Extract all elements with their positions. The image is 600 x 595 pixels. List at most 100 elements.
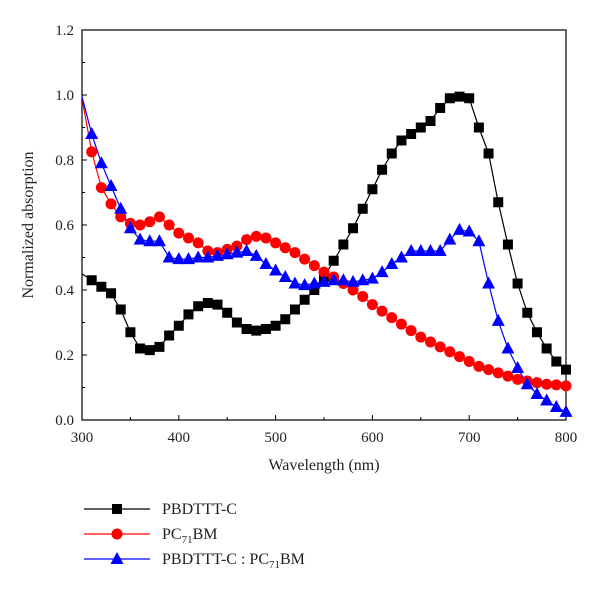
pbdttt-c-point xyxy=(338,239,349,250)
pbdttt-c-point xyxy=(512,278,523,289)
pbdttt-c-point xyxy=(154,341,165,352)
pbdttt-c-pc71bm-point xyxy=(181,252,195,265)
pbdttt-c-point xyxy=(299,294,310,305)
pc71bm-point xyxy=(541,378,553,390)
pbdttt-c-point xyxy=(425,116,436,126)
x-axis-label: Wavelength (nm) xyxy=(268,457,379,474)
pc71bm-point xyxy=(376,305,388,317)
pc71bm-point xyxy=(502,370,514,382)
pc71bm-point xyxy=(105,198,117,210)
pbdttt-c-pc71bm-point xyxy=(191,250,205,263)
pbdttt-c-point xyxy=(193,301,204,312)
pc71bm-point xyxy=(512,373,524,385)
pc71bm-point xyxy=(560,380,572,392)
pbdttt-c-pc71bm-point xyxy=(259,257,273,269)
x-tick-label: 300 xyxy=(71,430,94,446)
pc71bm-point xyxy=(241,234,253,246)
pbdttt-c-point xyxy=(386,148,397,159)
pbdttt-c-pc71bm-point xyxy=(307,276,321,289)
pc71bm-legend-label: PC71BM xyxy=(162,526,217,546)
pbdttt-c-pc71bm-point xyxy=(240,244,254,256)
pbdttt-c-pc71bm-point xyxy=(559,404,573,417)
y-tick-label: 0.2 xyxy=(55,348,74,364)
pbdttt-c-point xyxy=(144,345,155,356)
pbdttt-c-point xyxy=(396,135,407,146)
pbdttt-c-pc71bm-point xyxy=(491,313,505,326)
pbdttt-c-point xyxy=(348,223,359,234)
pbdttt-c-pc71bm-point xyxy=(327,273,341,286)
pbdttt-c-point xyxy=(173,320,184,331)
pbdttt-c-pc71bm-point xyxy=(278,270,292,282)
pc71bm-point xyxy=(173,227,185,239)
pbdttt-c-point xyxy=(260,324,271,334)
pc71bm-point xyxy=(444,346,456,358)
pc71bm-point xyxy=(250,230,262,242)
pbdttt-c-point xyxy=(367,184,378,195)
pbdttt-c-point xyxy=(406,129,417,139)
pbdttt-c-point xyxy=(309,285,320,295)
pbdttt-c-point xyxy=(183,309,194,320)
pbdttt-c-pc71bm-point xyxy=(85,127,99,139)
pbdttt-c-point xyxy=(231,317,242,328)
pbdttt-c-line xyxy=(82,95,566,371)
x-tick-label: 600 xyxy=(361,430,384,446)
pbdttt-c-pc71bm-point xyxy=(433,244,447,256)
pbdttt-c-point xyxy=(357,203,368,214)
pbdttt-c-point xyxy=(106,288,117,299)
pc71bm-point xyxy=(483,364,495,376)
pbdttt-c-point xyxy=(115,304,126,315)
y-axis-label: Normalized absorption xyxy=(20,151,37,298)
pbdttt-c-point xyxy=(493,197,504,208)
pbdttt-c-legend-label: PBDTTT-C xyxy=(162,501,237,518)
pbdttt-c-pc71bm-point xyxy=(104,179,118,191)
pbdttt-c-point xyxy=(502,239,513,250)
pbdttt-c-point xyxy=(328,255,339,266)
x-tick-label: 400 xyxy=(168,430,191,446)
pc71bm-point xyxy=(318,266,330,278)
pbdttt-c-pc71bm-point xyxy=(298,278,312,291)
pc71bm-point xyxy=(415,331,427,343)
pbdttt-c-point xyxy=(473,122,484,133)
pc71bm-point xyxy=(434,341,446,353)
pbdttt-c-pc71bm-point xyxy=(462,224,476,237)
pbdttt-c-pc71bm-point xyxy=(453,222,467,235)
pbdttt-c-pc71bm-point xyxy=(288,276,302,289)
pbdttt-c-point xyxy=(270,320,281,331)
pc71bm-point xyxy=(308,260,320,272)
pc71bm-point xyxy=(153,211,165,223)
y-tick-label: 1.0 xyxy=(55,88,74,104)
pbdttt-c-pc71bm-point xyxy=(520,377,534,390)
pc71bm-point xyxy=(134,219,146,231)
pbdttt-c-point xyxy=(464,93,475,104)
pbdttt-c-point xyxy=(202,298,213,308)
pbdttt-c-point xyxy=(135,343,146,354)
pbdttt-c-point xyxy=(435,103,446,113)
pc71bm-point xyxy=(192,237,204,249)
pc71bm-point xyxy=(454,351,466,363)
pbdttt-c-point xyxy=(125,327,136,338)
pbdttt-c-point xyxy=(251,325,262,336)
pbdttt-c-pc71bm-point xyxy=(152,234,166,247)
pc71bm-point xyxy=(95,182,107,194)
pbdttt-c-point xyxy=(551,356,562,367)
pbdttt-c-point xyxy=(280,314,291,325)
pbdttt-c-pc71bm-point xyxy=(501,341,515,354)
pbdttt-c-pc71bm-point xyxy=(230,245,244,258)
pbdttt-c-legend-marker xyxy=(112,504,122,514)
pbdttt-c-point xyxy=(483,148,494,159)
pbdttt-c-point xyxy=(522,307,533,318)
pbdttt-c-point xyxy=(222,307,233,318)
pbdttt-c-pc71bm-legend-marker xyxy=(110,552,124,564)
pbdttt-c-point xyxy=(241,324,252,334)
y-tick-label: 0.6 xyxy=(55,218,74,234)
pbdttt-c-pc71bm-point xyxy=(375,265,389,278)
pbdttt-c-point xyxy=(96,281,107,292)
pbdttt-c-pc71bm-point xyxy=(143,234,157,247)
pbdttt-c-point xyxy=(86,275,97,286)
x-tick-label: 700 xyxy=(458,430,481,446)
pbdttt-c-pc71bm-point xyxy=(472,234,486,247)
pbdttt-c-pc71bm-point xyxy=(414,244,428,256)
pbdttt-c-point xyxy=(541,343,552,354)
pc71bm-point xyxy=(115,211,127,223)
